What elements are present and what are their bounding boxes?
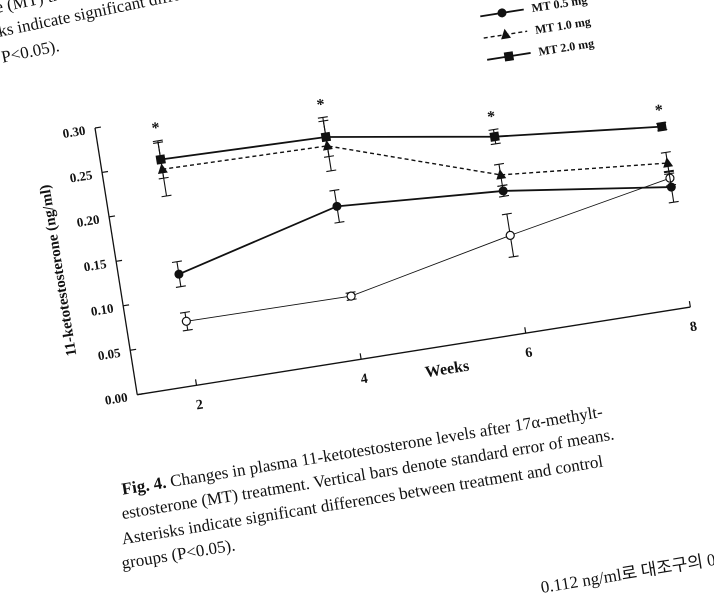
series-line bbox=[178, 186, 672, 276]
y-tick bbox=[94, 126, 102, 129]
y-tick bbox=[101, 170, 109, 174]
data-point bbox=[155, 154, 166, 165]
series-1 bbox=[171, 170, 679, 288]
data-point bbox=[157, 163, 168, 175]
y-tick bbox=[137, 393, 144, 396]
y-tick-label: 0.25 bbox=[69, 167, 94, 185]
y-tick-label: 0.15 bbox=[83, 256, 108, 274]
x-tick bbox=[688, 301, 691, 308]
x-tick-label: 4 bbox=[360, 372, 369, 388]
y-tick-label: 0.20 bbox=[76, 212, 101, 230]
bottom-fragment-line: 0.112 ng/ml로 대조구의 0.08 bbox=[539, 547, 714, 597]
data-point bbox=[323, 139, 333, 151]
error-cap bbox=[175, 285, 186, 288]
x-axis-label: Weeks bbox=[424, 358, 471, 382]
y-tick bbox=[123, 304, 130, 307]
x-tick bbox=[194, 379, 198, 386]
data-point bbox=[332, 201, 342, 211]
error-cap bbox=[660, 151, 671, 154]
y-tick bbox=[116, 259, 123, 262]
error-cap bbox=[488, 128, 499, 131]
error-cap bbox=[329, 188, 340, 192]
top-caption-fragment: e (MT) treatme ks indicate significant d… bbox=[0, 0, 237, 67]
error-cap bbox=[493, 162, 505, 166]
data-point bbox=[663, 157, 674, 168]
significance-asterisk: * bbox=[151, 119, 162, 137]
error-cap bbox=[158, 176, 169, 180]
data-point bbox=[489, 131, 500, 142]
significance-markers: * * * * bbox=[151, 96, 665, 137]
data-point bbox=[181, 316, 191, 326]
error-cap bbox=[152, 139, 163, 143]
series-line bbox=[162, 145, 668, 176]
error-cap bbox=[501, 212, 512, 216]
data-point bbox=[666, 182, 676, 192]
error-cap bbox=[664, 172, 675, 176]
series-line bbox=[160, 125, 662, 161]
legend-label: MT 1.0 mg bbox=[534, 14, 592, 37]
significance-asterisk: * bbox=[316, 96, 327, 114]
data-point bbox=[320, 131, 332, 143]
x-tick-label: 8 bbox=[689, 319, 698, 335]
error-cap bbox=[161, 194, 172, 198]
figure-caption: Fig. 4. Changes in plasma 11-ketotestost… bbox=[120, 402, 615, 573]
legend-marker bbox=[503, 51, 515, 62]
legend-marker bbox=[497, 8, 507, 18]
series-2 bbox=[153, 119, 675, 198]
x-axis-ticks: 2 4 6 8 bbox=[194, 301, 698, 414]
error-cap bbox=[179, 311, 190, 314]
significance-asterisk: * bbox=[654, 102, 665, 120]
legend-label: MT 0.5 mg bbox=[531, 0, 589, 15]
data-point bbox=[498, 186, 508, 196]
error-cap bbox=[326, 169, 337, 173]
error-cap bbox=[490, 142, 501, 146]
x-tick-label: 2 bbox=[195, 398, 204, 414]
data-point bbox=[505, 230, 515, 240]
y-tick-label: 0.10 bbox=[90, 300, 115, 318]
fig-label: Fig. 4. bbox=[120, 473, 167, 499]
x-axis-line bbox=[137, 306, 691, 396]
error-cap bbox=[499, 194, 510, 198]
error-cap bbox=[171, 260, 182, 264]
y-tick-label: 0.30 bbox=[62, 123, 87, 141]
top-fragment-line-3: P<0.05). bbox=[0, 36, 61, 66]
data-point bbox=[174, 269, 184, 279]
y-tick bbox=[108, 215, 116, 218]
series-3 bbox=[152, 116, 668, 180]
y-tick-label: 0.00 bbox=[104, 389, 129, 407]
data-point bbox=[656, 121, 667, 132]
y-tick-label: 0.05 bbox=[97, 345, 122, 363]
error-cap bbox=[182, 328, 193, 332]
legend-marker bbox=[501, 28, 512, 40]
y-axis-label: 11-ketotestosterone (ng/ml) bbox=[37, 184, 80, 358]
chart-series bbox=[152, 116, 679, 332]
error-cap bbox=[508, 255, 519, 259]
data-point bbox=[496, 168, 507, 180]
series-0 bbox=[179, 169, 677, 332]
error-cap bbox=[668, 200, 679, 204]
x-tick bbox=[359, 353, 362, 360]
error-cap bbox=[317, 116, 328, 119]
y-tick bbox=[130, 348, 137, 351]
x-tick-label: 6 bbox=[524, 345, 533, 361]
error-cap bbox=[323, 155, 335, 158]
series-line bbox=[186, 177, 671, 322]
y-axis-ticks: 0.00 0.05 0.10 0.15 0.20 0.25 0.30 bbox=[62, 123, 144, 408]
data-point bbox=[346, 291, 356, 301]
legend-label: MT 2.0 mg bbox=[537, 36, 595, 59]
x-tick bbox=[524, 327, 527, 334]
error-cap bbox=[334, 220, 345, 224]
bottom-text-fragment: 0.112 ng/ml로 대조구의 0.08 bbox=[539, 547, 714, 597]
line-chart: 0.00 0.05 0.10 0.15 0.20 0.25 0.30 2 4 6 8 11-ket… bbox=[37, 0, 698, 414]
chart-axes bbox=[94, 127, 691, 396]
error-cap bbox=[497, 184, 508, 187]
significance-asterisk: * bbox=[486, 108, 497, 126]
